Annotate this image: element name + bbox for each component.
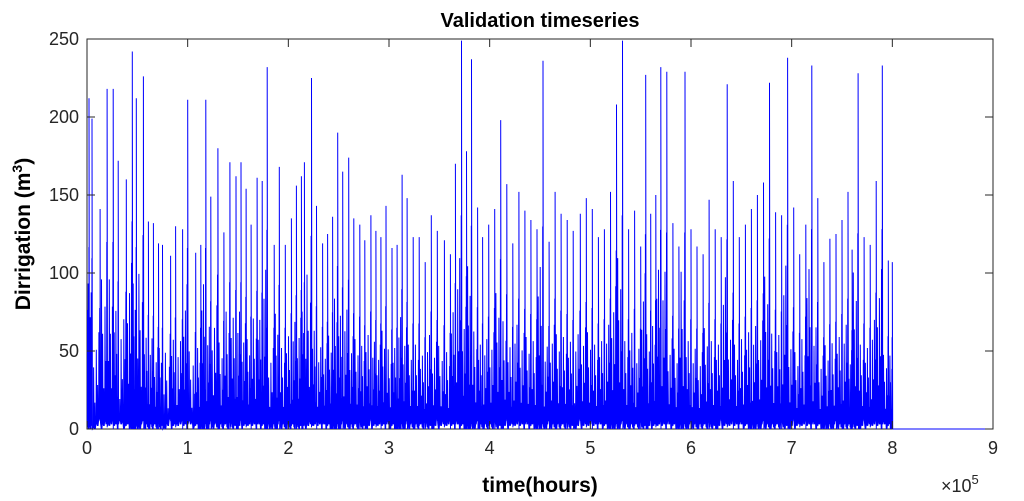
x-tick-label: 4 (485, 438, 495, 458)
x-tick-label: 8 (887, 438, 897, 458)
y-axis-ticks: 0 50 100 150 200 250 (49, 29, 993, 439)
y-tick-label: 50 (59, 341, 79, 361)
x-tick-label: 0 (82, 438, 92, 458)
x-axis-label: time(hours) (482, 474, 598, 497)
x-axis-exponent-power: 5 (972, 472, 979, 487)
y-tick-label: 200 (49, 107, 79, 127)
x-tick-label: 5 (585, 438, 595, 458)
x-tick-label: 6 (686, 438, 696, 458)
x-tick-label: 1 (183, 438, 193, 458)
x-tick-label: 3 (384, 438, 394, 458)
series-line (86, 40, 993, 431)
x-axis-exponent-base: ×10 (941, 476, 972, 496)
x-axis-exponent: ×105 (941, 472, 979, 496)
x-axis-ticks: 0 1 2 3 4 5 6 7 8 9 (82, 39, 998, 458)
y-axis-label: Dirrigation (m3) (9, 158, 35, 310)
y-tick-label: 100 (49, 263, 79, 283)
y-tick-label: 150 (49, 185, 79, 205)
chart-title: Validation timeseries (441, 10, 640, 32)
y-tick-label: 250 (49, 29, 79, 49)
x-tick-label: 9 (988, 438, 998, 458)
x-tick-label: 7 (787, 438, 797, 458)
y-tick-label: 0 (69, 419, 79, 439)
x-tick-label: 2 (283, 438, 293, 458)
